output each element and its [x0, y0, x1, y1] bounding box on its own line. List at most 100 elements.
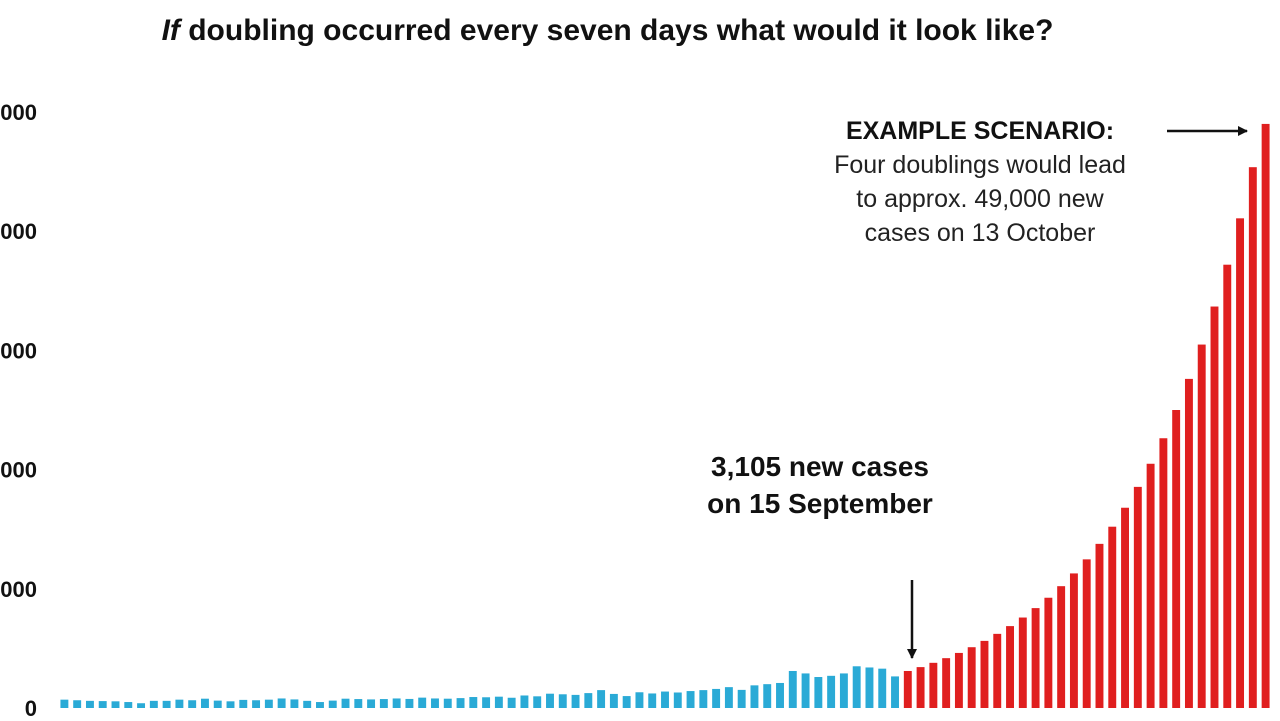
bar-projected	[903, 670, 912, 708]
bar-observed	[137, 703, 146, 708]
bar-observed	[571, 694, 580, 708]
bar-observed	[316, 702, 324, 708]
y-tick-label: 000	[0, 577, 37, 602]
bar-projected	[1248, 167, 1257, 708]
bar-observed	[149, 700, 158, 708]
bar-observed	[469, 697, 478, 708]
bar-observed	[597, 690, 606, 708]
bar-projected	[1223, 264, 1232, 708]
bar-observed	[724, 687, 733, 708]
bar-projected	[1210, 306, 1219, 708]
bar-observed	[712, 688, 721, 708]
bar-observed	[737, 689, 746, 708]
bar-observed	[328, 700, 337, 708]
bar-observed	[750, 685, 759, 708]
bar-observed	[73, 700, 82, 708]
chart-title-rest: doubling occurred every seven days what …	[179, 14, 1054, 47]
bar-projected	[1095, 543, 1104, 708]
bar-projected	[1146, 463, 1155, 708]
bar-projected	[1018, 617, 1027, 708]
bar-observed	[673, 692, 682, 708]
annotation-scenario: EXAMPLE SCENARIO: Four doublings would l…	[790, 114, 1170, 250]
bar-observed	[839, 673, 848, 708]
y-tick-label: 0	[25, 696, 37, 721]
bar-observed	[482, 697, 491, 708]
annotation-scenario-line1: Four doublings would lead	[834, 151, 1126, 179]
bar-observed	[507, 697, 516, 708]
bar-observed	[558, 694, 567, 708]
annotation-scenario-heading: EXAMPLE SCENARIO:	[845, 117, 1115, 145]
bar-observed	[699, 690, 708, 708]
bar-observed	[827, 675, 836, 708]
bar-observed	[609, 693, 618, 708]
bar-observed	[124, 702, 133, 708]
bar-projected	[1172, 410, 1181, 708]
bar-projected	[1006, 626, 1014, 708]
bar-observed	[456, 698, 465, 708]
bars	[60, 123, 1270, 709]
bar-observed	[111, 701, 120, 708]
bar-observed	[226, 701, 235, 708]
annotation-scenario-line2: to approx. 49,000 new	[856, 185, 1104, 213]
bar-observed	[686, 691, 695, 708]
bar-observed	[418, 697, 427, 708]
bar-projected	[1159, 438, 1168, 708]
bar-observed	[648, 693, 657, 708]
y-tick-label: 000	[0, 458, 37, 483]
bar-projected	[942, 658, 951, 708]
annotation-current-line2: on 15 September	[707, 488, 933, 519]
bar-observed	[776, 682, 784, 708]
bar-observed	[303, 700, 312, 708]
bar-observed	[98, 701, 107, 708]
bar-projected	[916, 667, 925, 708]
bar-observed	[763, 684, 772, 708]
bar-observed	[622, 696, 631, 708]
chart-title: If doubling occurred every seven days wh…	[0, 14, 1215, 48]
bar-observed	[392, 698, 401, 708]
bar-observed	[252, 700, 261, 708]
bar-observed	[264, 699, 273, 708]
bar-observed	[277, 698, 286, 708]
bar-observed	[60, 699, 69, 708]
bar-projected	[1197, 344, 1206, 708]
bar-observed	[520, 695, 529, 708]
bar-projected	[993, 633, 1002, 708]
bar-observed	[814, 677, 823, 708]
bar-observed	[494, 696, 503, 708]
bar-projected	[1031, 608, 1040, 708]
annotation-scenario-line3: cases on 13 October	[864, 219, 1096, 247]
annotation-current-line1: 3,105 new cases	[711, 451, 929, 482]
bar-observed	[443, 698, 452, 708]
bar-observed	[661, 691, 669, 708]
bar-projected	[1057, 586, 1066, 708]
y-tick-label: 000	[0, 338, 37, 363]
bar-observed	[584, 693, 593, 708]
bar-projected	[954, 652, 963, 708]
bar-observed	[239, 699, 248, 708]
y-tick-label: 000	[0, 219, 37, 244]
bar-projected	[1133, 486, 1142, 708]
bar-projected	[980, 640, 989, 708]
bar-observed	[175, 699, 184, 708]
bar-observed	[162, 700, 171, 708]
bar-projected	[1121, 507, 1129, 708]
bar-observed	[865, 667, 874, 708]
bar-projected	[1184, 378, 1193, 708]
bar-projected	[1082, 559, 1091, 708]
bar-observed	[85, 700, 94, 708]
bar-observed	[354, 699, 363, 708]
bar-observed	[405, 698, 414, 708]
bar-observed	[379, 699, 388, 708]
chart-title-emphasis: If	[161, 14, 180, 47]
bar-observed	[341, 698, 350, 708]
bar-projected	[929, 662, 938, 708]
bar-projected	[1261, 123, 1270, 709]
bar-projected	[1108, 526, 1117, 708]
bar-observed	[213, 700, 222, 708]
bar-observed	[878, 668, 887, 708]
bar-observed	[546, 693, 554, 708]
bar-projected	[1044, 597, 1053, 708]
bar-observed	[431, 698, 439, 708]
